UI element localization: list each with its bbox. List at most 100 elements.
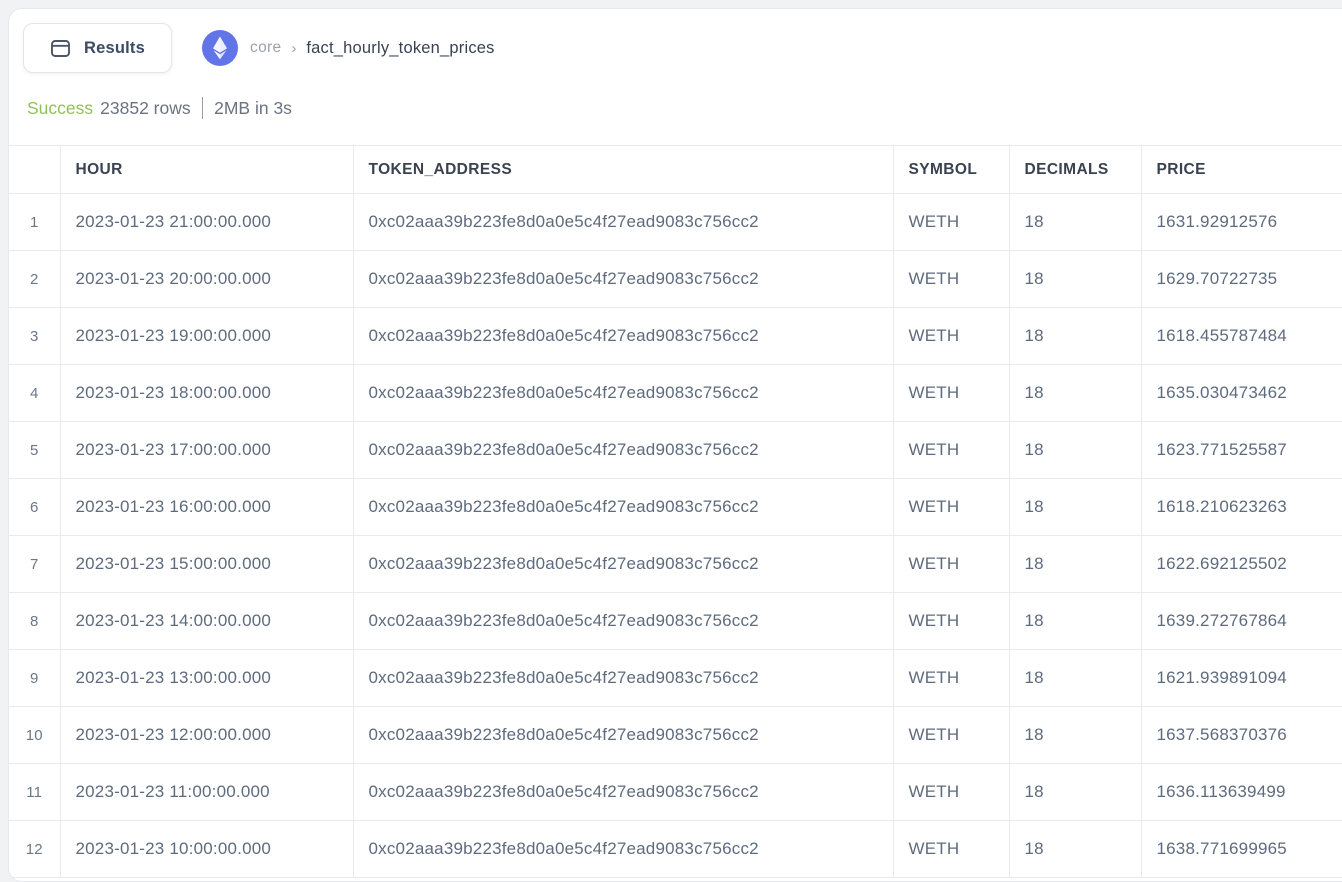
header-token-address[interactable]: TOKEN_ADDRESS xyxy=(353,145,894,194)
cell-decimals: 18 xyxy=(1009,649,1142,707)
cell-token-address: 0xc02aaa39b223fe8d0a0e5c4f27ead9083c756c… xyxy=(353,649,894,707)
cell-symbol: WETH xyxy=(893,307,1010,365)
row-index: 12 xyxy=(9,820,61,878)
table-row[interactable]: 2 2023-01-23 20:00:00.000 0xc02aaa39b223… xyxy=(9,250,1342,308)
cell-decimals: 18 xyxy=(1009,421,1142,479)
table-row[interactable]: 3 2023-01-23 19:00:00.000 0xc02aaa39b223… xyxy=(9,307,1342,365)
cell-price: 1631.92912576 xyxy=(1141,193,1342,251)
cell-decimals: 18 xyxy=(1009,763,1142,821)
table-header-row: HOUR TOKEN_ADDRESS SYMBOL DECIMALS PRICE xyxy=(9,145,1342,194)
table-row[interactable]: 5 2023-01-23 17:00:00.000 0xc02aaa39b223… xyxy=(9,421,1342,479)
cell-hour: 2023-01-23 18:00:00.000 xyxy=(60,364,354,422)
cell-symbol: WETH xyxy=(893,706,1010,764)
cell-decimals: 18 xyxy=(1009,820,1142,878)
cell-price: 1623.771525587 xyxy=(1141,421,1342,479)
breadcrumb-schema[interactable]: core xyxy=(250,39,282,56)
cell-symbol: WETH xyxy=(893,478,1010,536)
row-index: 8 xyxy=(9,592,61,650)
cell-symbol: WETH xyxy=(893,763,1010,821)
table-row[interactable]: 6 2023-01-23 16:00:00.000 0xc02aaa39b223… xyxy=(9,478,1342,536)
results-table: HOUR TOKEN_ADDRESS SYMBOL DECIMALS PRICE… xyxy=(9,145,1342,878)
results-tab-label: Results xyxy=(84,38,146,57)
cell-decimals: 18 xyxy=(1009,592,1142,650)
cell-hour: 2023-01-23 10:00:00.000 xyxy=(60,820,354,878)
table-row[interactable]: 1 2023-01-23 21:00:00.000 0xc02aaa39b223… xyxy=(9,193,1342,251)
header-hour[interactable]: HOUR xyxy=(60,145,354,194)
header-symbol[interactable]: SYMBOL xyxy=(893,145,1010,194)
cell-hour: 2023-01-23 20:00:00.000 xyxy=(60,250,354,308)
cell-hour: 2023-01-23 21:00:00.000 xyxy=(60,193,354,251)
cell-price: 1638.771699965 xyxy=(1141,820,1342,878)
cell-price: 1637.568370376 xyxy=(1141,706,1342,764)
cell-decimals: 18 xyxy=(1009,478,1142,536)
breadcrumb-table-name[interactable]: fact_hourly_token_prices xyxy=(306,38,495,57)
results-tab[interactable]: Results xyxy=(23,23,173,73)
cell-hour: 2023-01-23 19:00:00.000 xyxy=(60,307,354,365)
cell-symbol: WETH xyxy=(893,421,1010,479)
cell-symbol: WETH xyxy=(893,535,1010,593)
cell-symbol: WETH xyxy=(893,250,1010,308)
row-index: 2 xyxy=(9,250,61,308)
cell-hour: 2023-01-23 14:00:00.000 xyxy=(60,592,354,650)
cell-token-address: 0xc02aaa39b223fe8d0a0e5c4f27ead9083c756c… xyxy=(353,478,894,536)
results-topbar: Results core › fact_hourly_token_prices xyxy=(9,9,1342,73)
table-row[interactable]: 11 2023-01-23 11:00:00.000 0xc02aaa39b22… xyxy=(9,763,1342,821)
cell-price: 1639.272767864 xyxy=(1141,592,1342,650)
cell-price: 1636.113639499 xyxy=(1141,763,1342,821)
results-panel: Results core › fact_hourly_token_prices … xyxy=(8,8,1342,882)
cell-hour: 2023-01-23 17:00:00.000 xyxy=(60,421,354,479)
cell-token-address: 0xc02aaa39b223fe8d0a0e5c4f27ead9083c756c… xyxy=(353,706,894,764)
cell-decimals: 18 xyxy=(1009,250,1142,308)
table-row[interactable]: 4 2023-01-23 18:00:00.000 0xc02aaa39b223… xyxy=(9,364,1342,422)
cell-price: 1635.030473462 xyxy=(1141,364,1342,422)
table-row[interactable]: 10 2023-01-23 12:00:00.000 0xc02aaa39b22… xyxy=(9,706,1342,764)
status-row-count: 23852 rows xyxy=(100,98,191,118)
header-decimals[interactable]: DECIMALS xyxy=(1009,145,1142,194)
cell-decimals: 18 xyxy=(1009,706,1142,764)
cell-hour: 2023-01-23 12:00:00.000 xyxy=(60,706,354,764)
ethereum-icon xyxy=(202,30,239,66)
cell-decimals: 18 xyxy=(1009,193,1142,251)
cell-hour: 2023-01-23 13:00:00.000 xyxy=(60,649,354,707)
status-success-label: Success xyxy=(27,98,94,118)
cell-decimals: 18 xyxy=(1009,535,1142,593)
table-window-icon xyxy=(50,38,71,59)
cell-price: 1618.455787484 xyxy=(1141,307,1342,365)
row-index: 5 xyxy=(9,421,61,479)
cell-hour: 2023-01-23 15:00:00.000 xyxy=(60,535,354,593)
breadcrumb: core › fact_hourly_token_prices xyxy=(202,30,495,66)
table-row[interactable]: 12 2023-01-23 10:00:00.000 0xc02aaa39b22… xyxy=(9,820,1342,878)
row-index: 9 xyxy=(9,649,61,707)
results-table-container: HOUR TOKEN_ADDRESS SYMBOL DECIMALS PRICE… xyxy=(9,145,1342,878)
cell-token-address: 0xc02aaa39b223fe8d0a0e5c4f27ead9083c756c… xyxy=(353,250,894,308)
cell-symbol: WETH xyxy=(893,649,1010,707)
row-index: 6 xyxy=(9,478,61,536)
table-row[interactable]: 9 2023-01-23 13:00:00.000 0xc02aaa39b223… xyxy=(9,649,1342,707)
cell-token-address: 0xc02aaa39b223fe8d0a0e5c4f27ead9083c756c… xyxy=(353,307,894,365)
cell-hour: 2023-01-23 11:00:00.000 xyxy=(60,763,354,821)
row-index: 11 xyxy=(9,763,61,821)
cell-token-address: 0xc02aaa39b223fe8d0a0e5c4f27ead9083c756c… xyxy=(353,820,894,878)
row-index: 7 xyxy=(9,535,61,593)
cell-token-address: 0xc02aaa39b223fe8d0a0e5c4f27ead9083c756c… xyxy=(353,364,894,422)
query-status-line: Success 23852 rows 2MB in 3s xyxy=(27,97,1342,119)
cell-decimals: 18 xyxy=(1009,307,1142,365)
status-divider xyxy=(201,97,204,119)
cell-token-address: 0xc02aaa39b223fe8d0a0e5c4f27ead9083c756c… xyxy=(353,193,894,251)
chevron-right-icon: › xyxy=(291,39,297,57)
cell-token-address: 0xc02aaa39b223fe8d0a0e5c4f27ead9083c756c… xyxy=(353,592,894,650)
cell-token-address: 0xc02aaa39b223fe8d0a0e5c4f27ead9083c756c… xyxy=(353,421,894,479)
row-index: 1 xyxy=(9,193,61,251)
cell-price: 1629.70722735 xyxy=(1141,250,1342,308)
cell-token-address: 0xc02aaa39b223fe8d0a0e5c4f27ead9083c756c… xyxy=(353,535,894,593)
header-row-index xyxy=(9,145,61,194)
row-index: 10 xyxy=(9,706,61,764)
table-row[interactable]: 7 2023-01-23 15:00:00.000 0xc02aaa39b223… xyxy=(9,535,1342,593)
cell-symbol: WETH xyxy=(893,193,1010,251)
cell-token-address: 0xc02aaa39b223fe8d0a0e5c4f27ead9083c756c… xyxy=(353,763,894,821)
row-index: 3 xyxy=(9,307,61,365)
header-price[interactable]: PRICE xyxy=(1141,145,1342,194)
table-row[interactable]: 8 2023-01-23 14:00:00.000 0xc02aaa39b223… xyxy=(9,592,1342,650)
status-size-time: 2MB in 3s xyxy=(214,98,292,118)
cell-symbol: WETH xyxy=(893,820,1010,878)
